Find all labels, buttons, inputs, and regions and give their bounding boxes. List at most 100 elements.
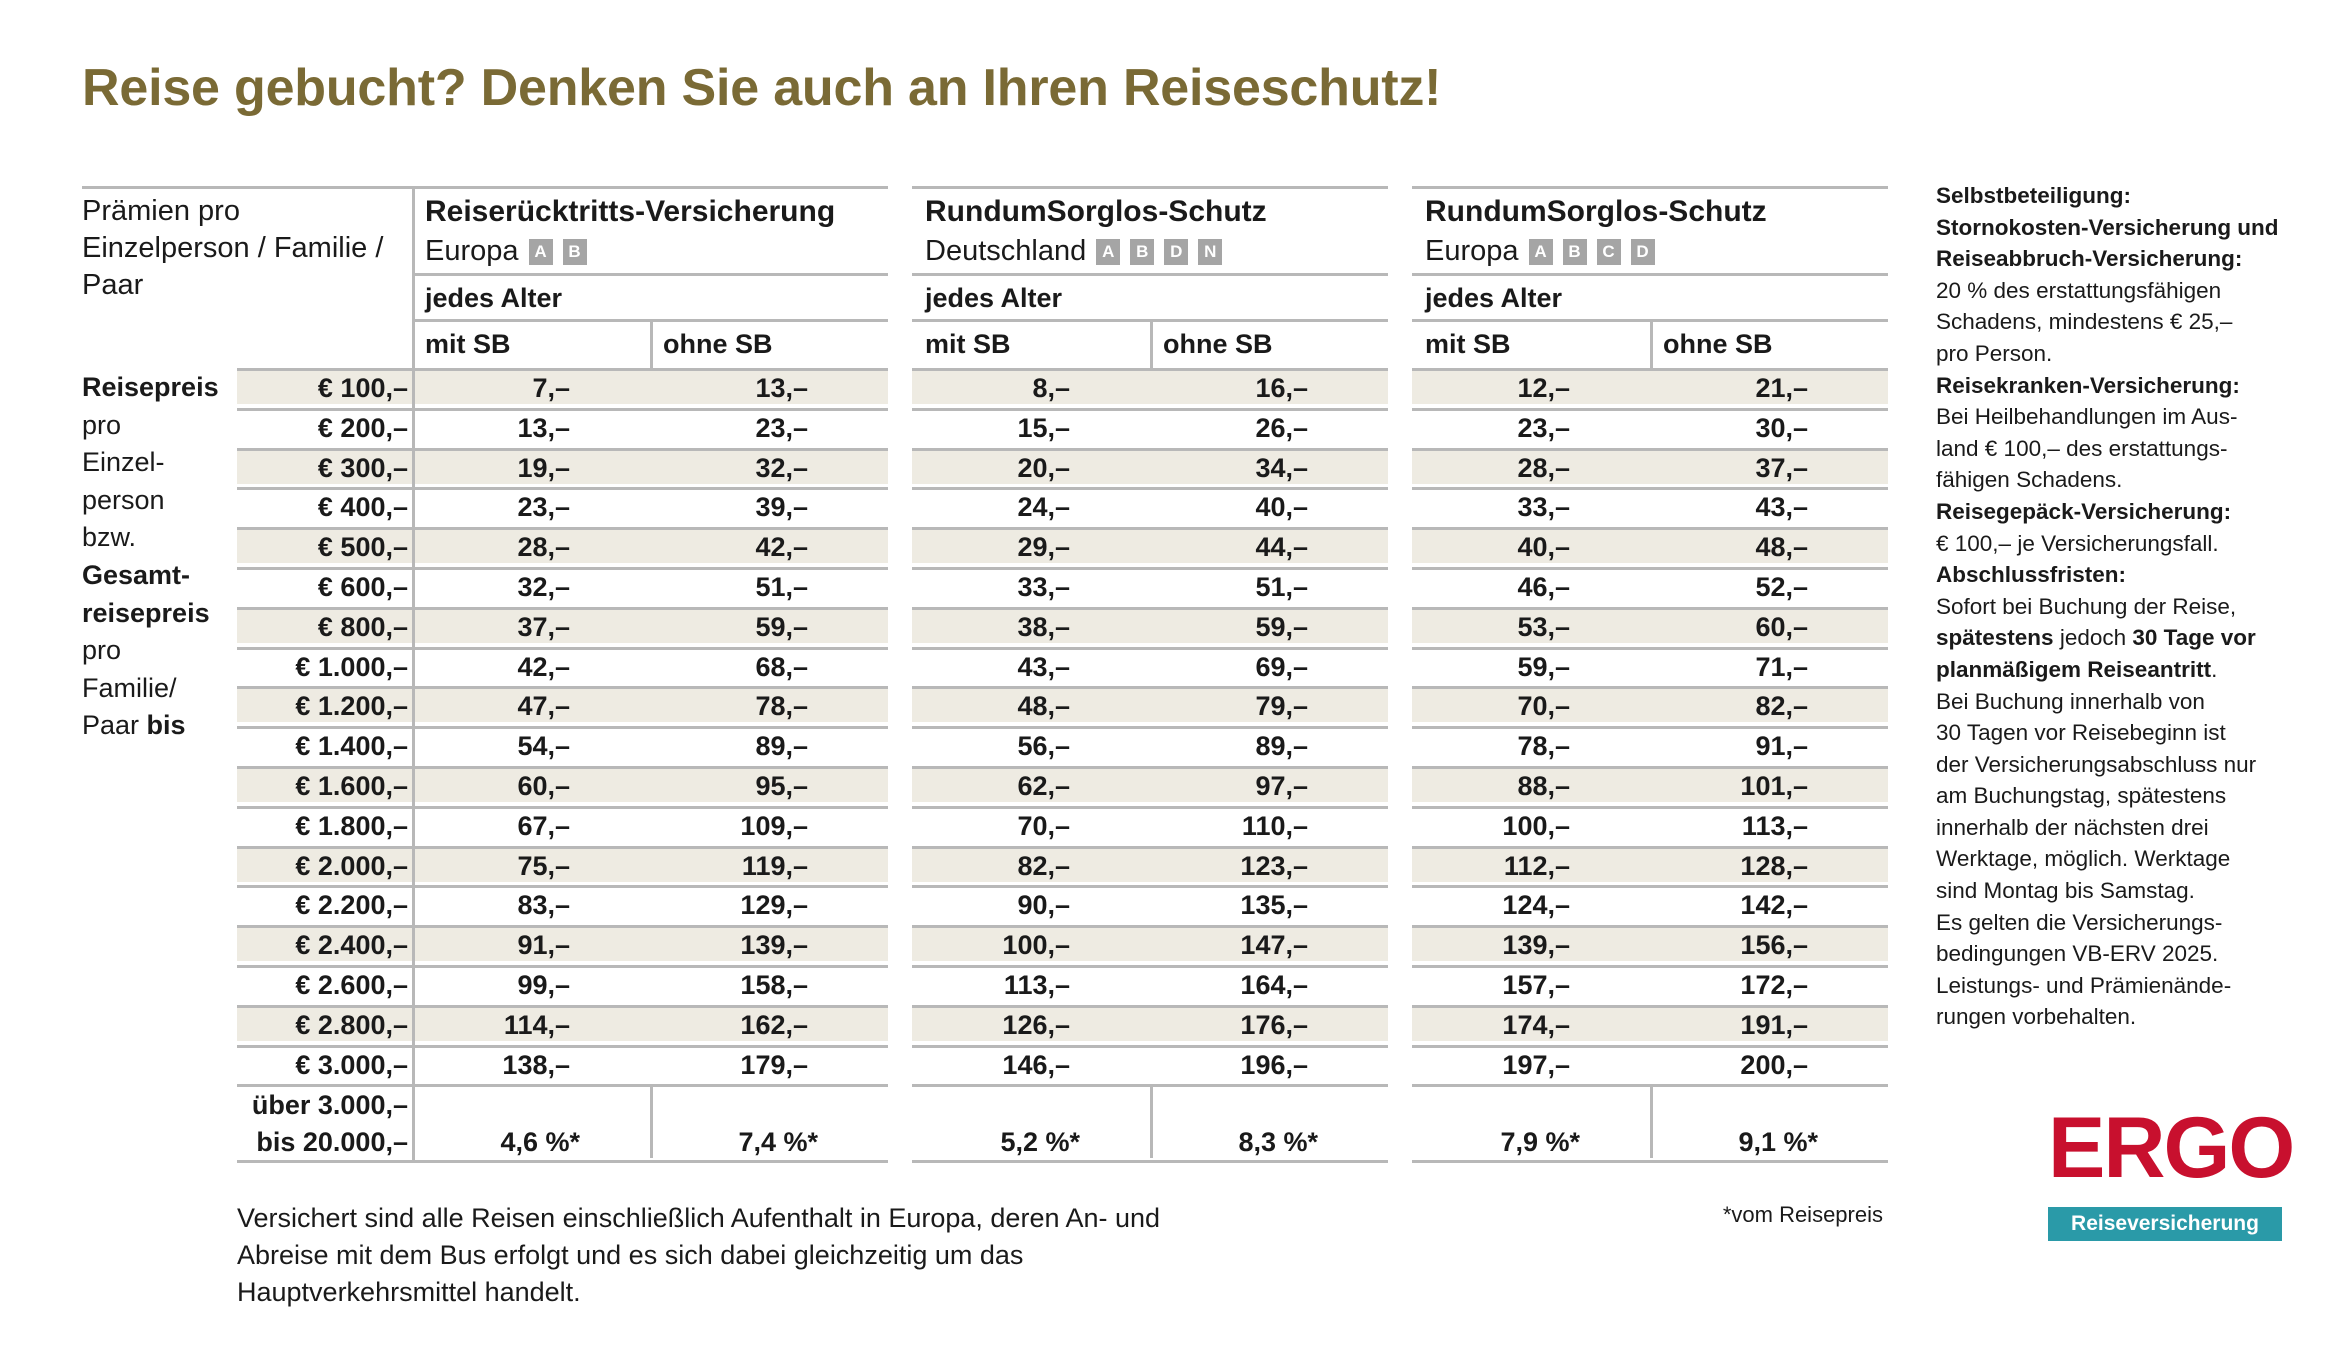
price-value: 90,– (1017, 890, 1070, 921)
row-line (912, 885, 1388, 889)
row-label-line: reisepreis (82, 597, 210, 628)
price-value: 71,– (1755, 651, 1808, 682)
sidebar-line: rungen vorbehalten. (1936, 1004, 2137, 1030)
percent-value: 8,3 %* (1238, 1127, 1318, 1157)
row-band (1412, 1006, 1888, 1041)
percent-value: 7,4 %* (738, 1127, 818, 1157)
row-line (412, 885, 888, 889)
price-value: 158,– (740, 970, 808, 1000)
row-line (412, 965, 888, 968)
row-band (412, 1006, 888, 1041)
row-line (1412, 766, 1888, 769)
price-value: 13,– (755, 373, 808, 403)
sidebar-line: Bei Buchung innerhalb von (1936, 688, 2205, 714)
row-band (412, 847, 888, 882)
row-line (237, 805, 412, 809)
group-midline (412, 273, 888, 276)
price-value: 20,– (1017, 452, 1070, 483)
row-band (412, 529, 888, 564)
row-line (412, 487, 888, 491)
zone-badge: B (562, 239, 587, 265)
price-value: 38,– (1017, 611, 1070, 642)
price-value: 28,– (1517, 452, 1570, 483)
row-line (1412, 726, 1888, 730)
price-value: 37,– (1755, 452, 1808, 483)
row-line (1412, 925, 1888, 929)
sidebar-line: Es gelten die Versicherungs- (1936, 909, 2223, 935)
footnote: Versichert sind alle Reisen einschließli… (237, 1203, 1161, 1307)
price-value: 51,– (1255, 572, 1308, 602)
col-divider (1150, 1084, 1153, 1158)
price-value: 42,– (517, 651, 570, 682)
price-value: 95,– (755, 771, 808, 801)
sidebar-line: € 100,– je Versicherungsfall. (1936, 530, 2219, 556)
age-label: jedes Alter (1425, 283, 1563, 313)
zone-badge: C (1596, 239, 1621, 265)
price-label: € 1.400,– (295, 731, 408, 762)
price-band (237, 847, 412, 882)
group-region: Europa A B (425, 233, 587, 269)
price-value: 162,– (740, 1009, 808, 1040)
col-label-mit: mit SB (925, 329, 1011, 359)
row-line (412, 646, 888, 650)
price-value: 88,– (1517, 771, 1570, 801)
price-label: € 200,– (317, 412, 408, 443)
zone-badge: B (1562, 239, 1587, 265)
row-line (237, 606, 412, 610)
price-label: € 2.800,– (295, 1009, 408, 1040)
row-band (1412, 529, 1888, 564)
sidebar-line: sind Montag bis Samstag. (1936, 878, 2195, 904)
row-line (1412, 487, 1888, 491)
row-label-line: person (82, 484, 165, 515)
group-topline (1412, 186, 1888, 189)
price-value: 78,– (1517, 731, 1570, 762)
price-band (237, 529, 412, 564)
price-value: 34,– (1255, 452, 1308, 483)
row-line (237, 407, 412, 411)
row-line (412, 925, 888, 929)
group-bottomline (412, 1160, 888, 1163)
row-line (912, 845, 1388, 849)
price-value: 42,– (755, 532, 808, 563)
price-value: 119,– (741, 850, 808, 881)
row-line (1412, 567, 1888, 570)
row-line (412, 766, 888, 769)
col-label-mit: mit SB (425, 329, 511, 359)
row-line (237, 487, 412, 491)
price-value: 59,– (1517, 651, 1570, 682)
sidebar-line: der Versicherungsabschluss nur (1936, 751, 2257, 777)
price-value: 112,– (1503, 850, 1570, 881)
price-value: 47,– (517, 691, 570, 722)
price-value: 164,– (1240, 970, 1308, 1000)
row-line (412, 606, 888, 610)
price-label: € 2.000,– (295, 850, 408, 881)
row-line (912, 646, 1388, 650)
row-line (237, 766, 412, 769)
price-value: 139,– (740, 930, 808, 961)
price-value: 191,– (1740, 1009, 1808, 1040)
row-line (237, 925, 412, 929)
row-line (912, 567, 1388, 570)
price-value: 40,– (1255, 492, 1308, 523)
row-line (412, 686, 888, 690)
sidebar-line: Sofort bei Buchung der Reise, (1936, 593, 2237, 619)
row-line (912, 686, 1388, 690)
sidebar-line: Werktage, möglich. Werktage (1936, 846, 2231, 872)
row-band (412, 768, 888, 802)
sidebar-notes: Selbstbeteiligung: Stornokosten-Versicher… (1936, 180, 2306, 1033)
header-left-line: Einzelperson / Familie / (82, 232, 384, 264)
price-value: 129,– (740, 890, 808, 921)
sidebar-line: spätestens jedoch 30 Tage vor (1936, 625, 2256, 651)
price-value: 174,– (1502, 1009, 1570, 1040)
row-band (1412, 768, 1888, 802)
price-value: 146,– (1002, 1049, 1070, 1080)
row-line (237, 646, 412, 650)
percent-value: 5,2 %* (1000, 1127, 1080, 1157)
price-value: 56,– (1017, 731, 1070, 762)
row-line (237, 885, 412, 889)
logo-tagline: Reiseversicherung (2048, 1207, 2282, 1241)
price-label: € 800,– (317, 611, 408, 642)
col-divider (1650, 1084, 1653, 1158)
row-band (412, 608, 888, 643)
row-line (1412, 845, 1888, 849)
